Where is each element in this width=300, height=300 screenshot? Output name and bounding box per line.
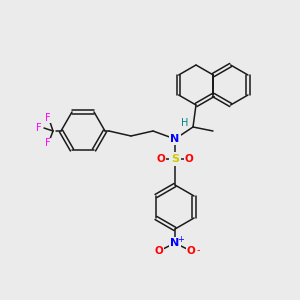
Text: N: N — [170, 238, 180, 248]
Text: S: S — [171, 154, 179, 164]
Text: O: O — [184, 154, 194, 164]
Text: F: F — [45, 138, 51, 148]
Text: +: + — [178, 236, 184, 244]
Text: -: - — [196, 245, 200, 255]
Text: O: O — [157, 154, 165, 164]
Text: F: F — [36, 123, 42, 133]
Text: O: O — [187, 246, 195, 256]
Text: F: F — [45, 113, 51, 123]
Text: H: H — [181, 118, 189, 128]
Text: N: N — [170, 134, 180, 144]
Text: O: O — [154, 246, 164, 256]
